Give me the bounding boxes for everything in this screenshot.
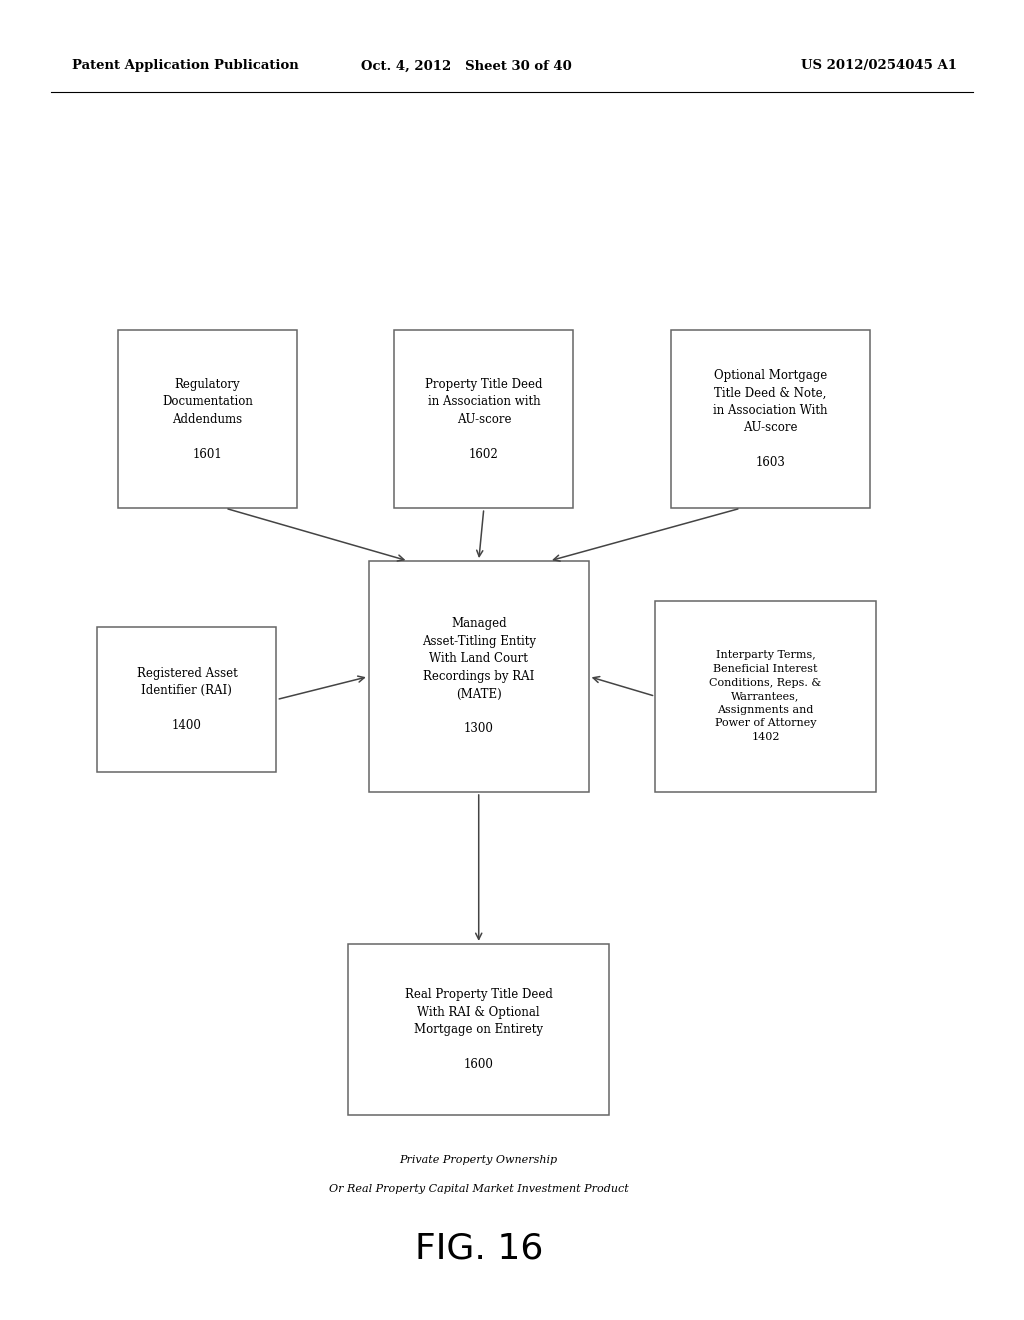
FancyBboxPatch shape: [348, 944, 609, 1115]
Text: Or Real Property Capital Market Investment Product: Or Real Property Capital Market Investme…: [329, 1184, 629, 1195]
FancyBboxPatch shape: [118, 330, 297, 508]
FancyBboxPatch shape: [369, 561, 589, 792]
Text: Patent Application Publication: Patent Application Publication: [72, 59, 298, 73]
Text: Private Property Ownership: Private Property Ownership: [399, 1155, 558, 1166]
FancyBboxPatch shape: [394, 330, 573, 508]
Text: Property Title Deed
in Association with
AU-score

1602: Property Title Deed in Association with …: [425, 378, 543, 461]
Text: FIG. 16: FIG. 16: [415, 1232, 543, 1266]
Text: Real Property Title Deed
With RAI & Optional
Mortgage on Entirety

1600: Real Property Title Deed With RAI & Opti…: [404, 989, 553, 1071]
Text: Regulatory
Documentation
Addendums

1601: Regulatory Documentation Addendums 1601: [162, 378, 253, 461]
FancyBboxPatch shape: [671, 330, 870, 508]
Text: Managed
Asset-Titling Entity
With Land Court
Recordings by RAI
(MATE)

1300: Managed Asset-Titling Entity With Land C…: [422, 618, 536, 735]
Text: Registered Asset
Identifier (RAI)

1400: Registered Asset Identifier (RAI) 1400: [136, 667, 238, 733]
Text: Optional Mortgage
Title Deed & Note,
in Association With
AU-score

1603: Optional Mortgage Title Deed & Note, in …: [714, 368, 827, 470]
Text: Interparty Terms,
Beneficial Interest
Conditions, Reps. &
Warrantees,
Assignment: Interparty Terms, Beneficial Interest Co…: [710, 651, 821, 742]
FancyBboxPatch shape: [97, 627, 276, 772]
Text: Oct. 4, 2012   Sheet 30 of 40: Oct. 4, 2012 Sheet 30 of 40: [360, 59, 571, 73]
Text: US 2012/0254045 A1: US 2012/0254045 A1: [802, 59, 957, 73]
FancyBboxPatch shape: [655, 601, 876, 792]
